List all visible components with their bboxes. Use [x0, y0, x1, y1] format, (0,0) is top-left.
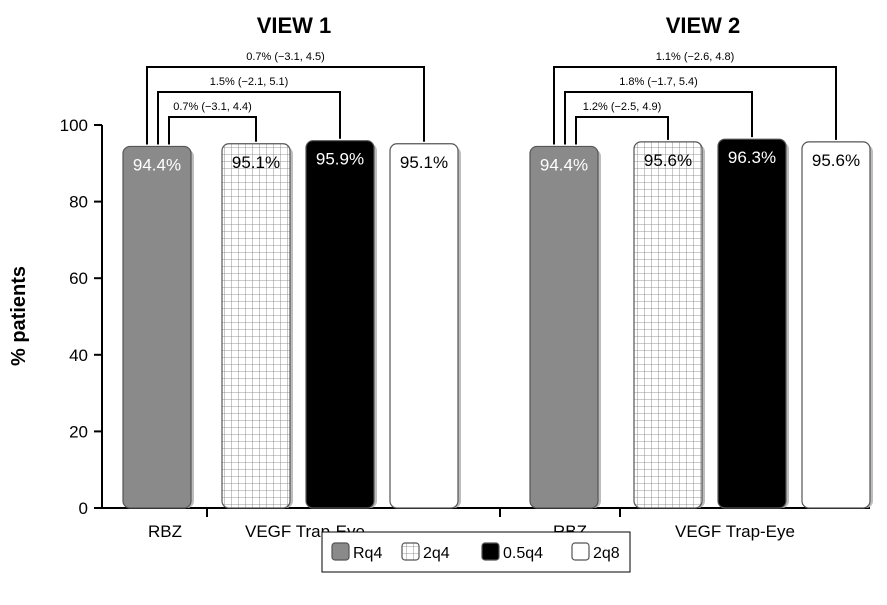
comparison-bracket: 1.8% (−1.7, 5.4) — [564, 76, 753, 145]
comparison-label: 0.7% (−3.1, 4.5) — [246, 51, 325, 63]
legend-label: 2q8 — [593, 545, 620, 562]
bracket-line — [157, 91, 341, 145]
bar-rect — [122, 145, 192, 509]
bar-value-label: 95.9% — [316, 150, 364, 169]
bar-value-label: 94.4% — [540, 155, 588, 174]
bar-rect — [389, 143, 459, 509]
bar-2q4: 95.6% — [633, 141, 705, 509]
y-tick-label: 60 — [69, 269, 88, 288]
bar-rect — [529, 145, 599, 509]
category-label: RBZ — [148, 522, 182, 541]
bar-Rq4: 94.4% — [529, 145, 601, 509]
legend-item-0.5q4: 0.5q4 — [481, 542, 543, 562]
y-tick-label: 20 — [69, 422, 88, 441]
bracket-line — [146, 66, 425, 145]
y-tick-label: 0 — [79, 499, 88, 518]
legend-swatch — [571, 542, 590, 561]
y-ticks: 0 20 40 60 80 100 — [60, 116, 102, 518]
legend-label: 0.5q4 — [503, 545, 543, 562]
bar-0.5q4: 96.3% — [717, 138, 789, 509]
bar-value-label: 94.4% — [133, 155, 181, 174]
panel-title: VIEW 2 — [666, 13, 741, 38]
legend-label: Rq4 — [353, 545, 382, 562]
comparison-bracket: 0.7% (−3.1, 4.4) — [168, 101, 257, 145]
legend-item-Rq4: Rq4 — [331, 542, 382, 562]
legend-swatch — [401, 542, 420, 561]
comparison-bracket: 0.7% (−3.1, 4.5) — [146, 51, 425, 145]
bar-value-label: 95.6% — [812, 151, 860, 170]
bars: 94.4% 95.1% 95.9% 95.1% 94.4% 95.6% 96.3% 95.6% — [122, 138, 873, 509]
comparison-label: 1.1% (−2.6, 4.8) — [656, 51, 735, 63]
bracket-line — [168, 116, 257, 145]
comparison-bracket: 1.5% (−2.1, 5.1) — [157, 76, 341, 145]
bar-value-label: 95.1% — [232, 153, 280, 172]
bar-2q8: 95.6% — [801, 141, 873, 509]
bar-rect — [221, 143, 291, 509]
legend-item-2q8: 2q8 — [571, 542, 620, 562]
comparison-label: 1.2% (−2.5, 4.9) — [583, 101, 662, 113]
y-tick-label: 100 — [60, 116, 88, 135]
category-label: VEGF Trap-Eye — [675, 522, 795, 541]
legend-label: 2q4 — [423, 545, 450, 562]
y-axis-label: % patients — [8, 266, 30, 366]
comparison-label: 1.5% (−2.1, 5.1) — [210, 76, 289, 88]
panel-titles: VIEW 1 VIEW 2 — [257, 13, 741, 38]
panel-title: VIEW 1 — [257, 13, 332, 38]
bar-rect — [633, 141, 703, 509]
comparison-label: 0.7% (−3.1, 4.4) — [173, 101, 252, 113]
bracket-line — [564, 91, 753, 145]
bar-value-label: 95.1% — [400, 153, 448, 172]
legend-swatch — [331, 542, 350, 561]
legend-swatch — [481, 542, 500, 561]
bracket-line — [575, 116, 669, 145]
x-axis — [102, 507, 870, 517]
comparison-brackets: 0.7% (−3.1, 4.5) 1.5% (−2.1, 5.1) 0.7% (−3… — [146, 51, 837, 145]
bar-Rq4: 94.4% — [122, 145, 194, 509]
legend-item-2q4: 2q4 — [401, 542, 450, 562]
bracket-line — [553, 66, 837, 145]
bar-rect — [801, 141, 871, 509]
comparison-label: 1.8% (−1.7, 5.4) — [619, 76, 698, 88]
bar-value-label: 95.6% — [644, 151, 692, 170]
bar-value-label: 96.3% — [728, 148, 776, 167]
y-tick-label: 80 — [69, 193, 88, 212]
bar-rect — [305, 140, 375, 509]
legend: Rq4 2q4 0.5q4 2q8 — [321, 531, 631, 573]
y-tick-label: 40 — [69, 346, 88, 365]
bar-2q4: 95.1% — [221, 143, 293, 509]
comparison-bracket: 1.1% (−2.6, 4.8) — [553, 51, 837, 145]
bar-rect — [717, 138, 787, 509]
bar-0.5q4: 95.9% — [305, 140, 377, 509]
bar-2q8: 95.1% — [389, 143, 461, 509]
comparison-bracket: 1.2% (−2.5, 4.9) — [575, 101, 669, 145]
